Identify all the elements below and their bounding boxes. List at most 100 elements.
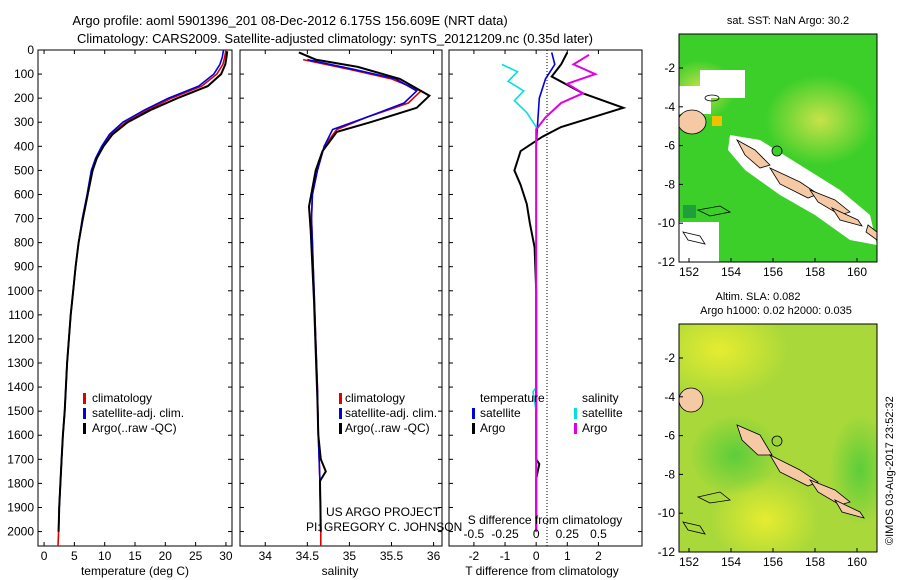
- x-tick-label: -2: [469, 549, 480, 563]
- x-tick-label: 34: [259, 549, 273, 563]
- land-mass: [679, 387, 704, 413]
- legend-argo-label: Argo(..raw -QC): [92, 421, 177, 435]
- depth-tick-label: 2000: [7, 525, 34, 539]
- t-difference-label: T difference from climatology: [465, 564, 619, 578]
- x-tick-label: 0: [41, 549, 48, 563]
- depth-tick-label: 1600: [7, 428, 34, 442]
- latitude-tick-label: -8: [664, 467, 675, 481]
- depth-tick-label: 1200: [7, 332, 34, 346]
- difference-panel: -2 -1 0 1 2 temperature satellite Argo salin…: [448, 49, 643, 578]
- x-tick-label: -1: [500, 549, 511, 563]
- longitude-tick-label: 152: [679, 265, 699, 279]
- series-line-argo-raw-qc: [57, 51, 229, 532]
- legend-s-argo-label: Argo: [582, 421, 608, 435]
- series-line-s-argo: [535, 53, 599, 532]
- series-line-satellite-adj-clim: [307, 58, 419, 532]
- depth-tick-label: 700: [14, 212, 34, 226]
- sla-map-title-2: Argo h1000: 0.02 h2000: 0.035: [700, 305, 852, 317]
- depth-tick-label: 400: [14, 139, 34, 153]
- imos-stamp: ©IMOS 03-Aug-2017 23:52:32: [884, 396, 896, 545]
- depth-axis: 0 100 200 300 400 500 600 700 800 900 1000 1100 1200…: [7, 43, 232, 539]
- legend-climatology-label: climatology: [345, 391, 405, 405]
- latitude-tick-label: -2: [664, 61, 675, 75]
- high-sla-patch: [679, 324, 790, 400]
- x-tick-label: 35: [343, 549, 357, 563]
- salinity-legend: climatology satellite-adj. clim. Argo(..…: [339, 391, 437, 435]
- s-difference-label: S difference from climatology: [468, 513, 623, 527]
- title-line-2: Climatology: CARS2009. Satellite-adjuste…: [77, 31, 593, 46]
- legend-s-satellite-swatch: [574, 408, 577, 419]
- latitude-tick-label: -6: [664, 429, 675, 443]
- legend-climatology-label: climatology: [92, 391, 152, 405]
- depth-tick-label: 900: [14, 260, 34, 274]
- sst-map-title: sat. SST: NaN Argo: 30.2: [727, 15, 849, 27]
- s-tick-label: 0: [533, 527, 540, 541]
- depth-tick-label: 300: [14, 115, 34, 129]
- series-line-s-satellite: [501, 63, 538, 532]
- legend-satellite-label: satellite-adj. clim.: [345, 406, 437, 420]
- latitude-tick-label: -10: [658, 216, 676, 230]
- project-annotation: US ARGO PROJECT: [326, 505, 441, 519]
- latitude-tick-label: -6: [664, 139, 675, 153]
- x-tick-label: 35.5: [380, 549, 404, 563]
- difference-depth-ticks: [449, 49, 642, 533]
- island-outline: [704, 94, 720, 102]
- sst-map-field: [679, 34, 877, 262]
- depth-tick-label: 1800: [7, 476, 34, 490]
- sla-map-axes: 152 154 156 158 160 -2 -4 -6 -8 -10 -12: [658, 351, 868, 569]
- land-mass: [736, 138, 771, 169]
- salinity-plot-frame: [239, 49, 443, 547]
- warm-water-cell: [712, 116, 722, 126]
- cool-water-cell: [683, 205, 696, 218]
- difference-x-axis: -2 -1 0 1 2: [469, 50, 602, 563]
- legend-t-satellite-label: satellite: [480, 406, 521, 420]
- longitude-tick-label: 154: [721, 555, 741, 569]
- legend-climatology-swatch: [83, 393, 86, 404]
- longitude-tick-label: 158: [805, 265, 825, 279]
- depth-tick-label: 1000: [7, 284, 34, 298]
- temperature-x-axis: 0 5 10 15 20 25 30: [41, 50, 233, 563]
- latitude-tick-label: -4: [664, 100, 675, 114]
- argo-float-marker: [771, 435, 783, 447]
- longitude-tick-label: 156: [763, 265, 783, 279]
- land-mass: [830, 207, 863, 227]
- land-mass: [865, 224, 877, 241]
- depth-tick-label: 800: [14, 236, 34, 250]
- s-tick-label: 0.25: [556, 527, 580, 541]
- depth-tick-label: 100: [14, 67, 34, 81]
- x-tick-label: 10: [98, 549, 112, 563]
- longitude-tick-label: 160: [847, 555, 867, 569]
- salinity-x-label: salinity: [322, 564, 359, 578]
- salinity-series: [298, 51, 432, 546]
- x-tick-label: 36: [427, 549, 441, 563]
- island-outline: [696, 491, 731, 504]
- land-mass: [833, 499, 865, 519]
- series-line-climatology: [302, 58, 423, 546]
- low-sla-patch: [830, 415, 877, 525]
- difference-legend: temperature satellite Argo salinity sate…: [472, 391, 623, 435]
- legend-t-satellite-swatch: [472, 408, 475, 419]
- pi-annotation: PI: GREGORY C. JOHNSON: [306, 520, 462, 534]
- s-tick-label: -0.5: [464, 527, 485, 541]
- temperature-series: [57, 50, 229, 546]
- argo-float-marker: [771, 145, 783, 157]
- land-mass: [736, 424, 773, 456]
- latitude-tick-label: -2: [664, 351, 675, 365]
- salinity-x-axis: 34 34.5 35 35.5 36: [259, 50, 441, 563]
- series-line-argo-raw-qc: [298, 51, 432, 532]
- series-line-satellite-adj-clim: [57, 50, 225, 532]
- s-difference-tick-labels: -0.5 -0.25 0 0.25 0.5: [464, 527, 608, 541]
- longitude-tick-label: 152: [679, 555, 699, 569]
- legend-t-argo-swatch: [472, 423, 475, 434]
- x-tick-label: 20: [159, 549, 173, 563]
- temperature-plot-frame: [37, 49, 233, 547]
- island-outline: [696, 205, 732, 217]
- latitude-tick-label: -4: [664, 390, 675, 404]
- depth-tick-label: 200: [14, 91, 34, 105]
- sla-map-panel: Altim. SLA: 0.082 Argo h1000: 0.02 h2000…: [658, 291, 878, 569]
- no-data-mask: [679, 222, 719, 262]
- temperature-panel: 0100200300400500600700800900100011001200…: [7, 43, 233, 578]
- longitude-tick-label: 160: [847, 265, 867, 279]
- warm-water-patch: [765, 75, 875, 165]
- latitude-tick-label: -12: [658, 255, 676, 269]
